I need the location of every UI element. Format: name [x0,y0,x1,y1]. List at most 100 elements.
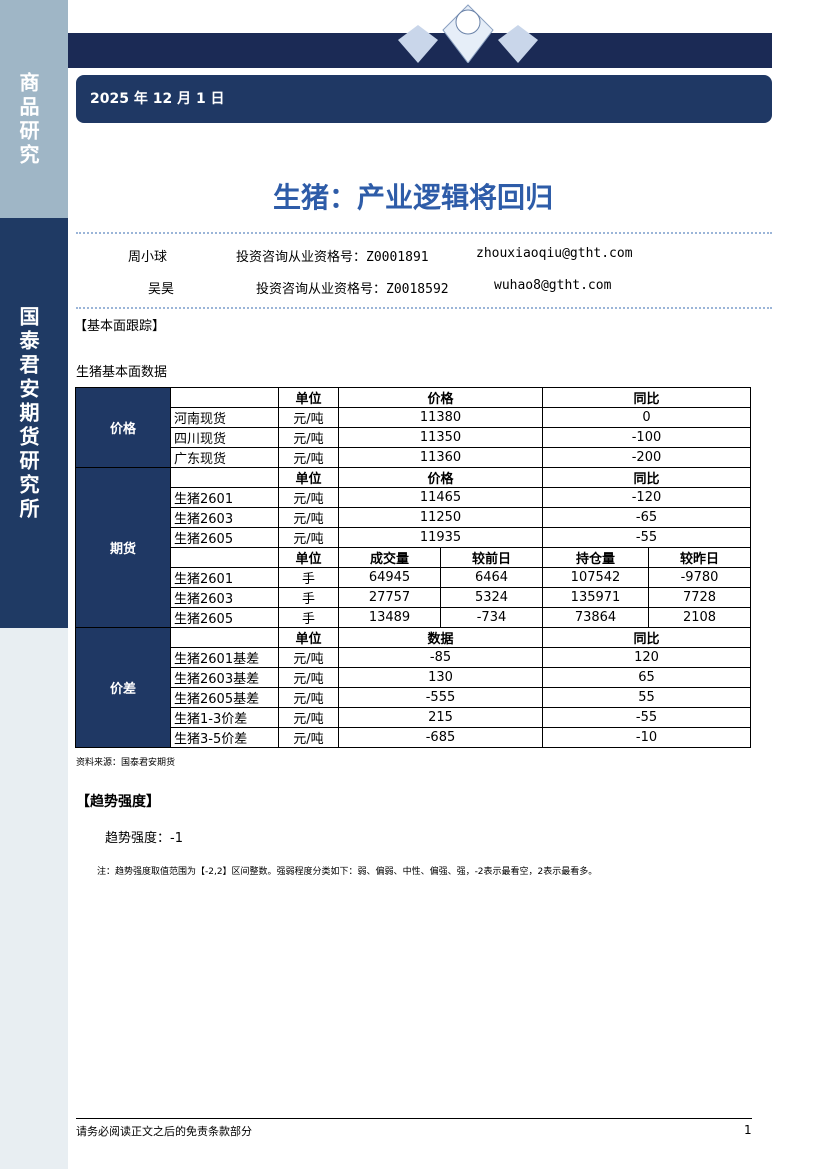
table-cell: 64945 [338,567,441,588]
table-cell: 13489 [338,607,441,628]
table-cell: 生猪2603 [170,507,279,528]
table-cell: 11250 [338,507,543,528]
section-heading: 【基本面跟踪】 [74,319,166,334]
source-note: 资料来源：国泰君安期货 [76,758,176,768]
table-row: 生猪1-3价差 元/吨 215 -55 [76,707,751,728]
table-cell: 元/吨 [278,507,339,528]
column-header: 单位 [278,387,339,408]
table-cell: -120 [542,487,751,508]
table-cell: 73864 [542,607,649,628]
sidebar-top: 商品研究 [0,0,68,218]
table-cell: 生猪3-5价差 [170,727,279,748]
table-cell [170,547,279,568]
table-cell: 广东现货 [170,447,279,468]
table-cell: 11360 [338,447,543,468]
table-cell: 11380 [338,407,543,428]
trend-note: 注：趋势强度取值范围为【-2,2】区间整数。强弱程度分类如下：弱、偏弱、中性、偏… [97,867,598,877]
table-row: 生猪3-5价差 元/吨 -685 -10 [76,727,751,748]
table-cell: -100 [542,427,751,448]
author-email[interactable]: zhouxiaoqiu@gtht.com [476,246,633,261]
column-header: 较前日 [440,547,543,568]
header-band [68,4,772,68]
table-cell: 元/吨 [278,527,339,548]
table-cell: 11935 [338,527,543,548]
column-header: 价格 [338,467,543,488]
table-cell [170,387,279,408]
disclaimer-note: 请务必阅读正文之后的免责条款部分 [76,1125,252,1138]
sidebar-mid: 国泰君安期货研究所 [0,218,68,628]
footer-divider [76,1118,752,1119]
page-title: 生猪：产业逻辑将回归 [272,181,553,214]
table-cell: 元/吨 [278,727,339,748]
table-row: 价差 单位 数据 同比 [75,627,751,748]
author-cert: 投资咨询从业资格号：Z0018592 [256,282,449,297]
table-cell: 生猪1-3价差 [170,707,279,728]
fundamentals-table: 价格 单位 价格 同比 河南现货 元/吨 11380 0 四川现货 元/吨 11350 -100 广东现… [75,387,751,748]
page-number: 1 [744,1123,752,1137]
table-cell: 7728 [648,587,751,608]
table-cell: 元/吨 [278,427,339,448]
table-row: 价格 单位 价格 同比 [75,387,751,468]
table-cell: 27757 [338,587,441,608]
trend-strength: 趋势强度：-1 [105,831,183,846]
table-cell: -65 [542,507,751,528]
table-cell: 生猪2603基差 [170,667,279,688]
table-cell: 生猪2605基差 [170,687,279,708]
table-cell: 元/吨 [278,667,339,688]
table-cell: 元/吨 [278,407,339,428]
column-header: 较昨日 [648,547,751,568]
table-cell: 元/吨 [278,707,339,728]
table-cell: 河南现货 [170,407,279,428]
table-cell: 四川现货 [170,427,279,448]
table-row: 单位 成交量 较前日 持仓量 较昨日 [76,547,751,568]
category-label: 价差 [75,627,171,748]
table-cell: 手 [278,567,339,588]
table-cell: -85 [338,647,543,668]
table-row: 生猪2603 元/吨 11250 -65 [76,507,751,528]
column-header: 单位 [278,547,339,568]
author-cert: 投资咨询从业资格号：Z0001891 [236,250,429,265]
category-label: 价格 [75,387,171,468]
category-label: 期货 [75,467,171,628]
column-header: 同比 [542,387,751,408]
table-cell: -200 [542,447,751,468]
table-row: 期货 单位 价格 同比 [75,467,751,628]
author-name: 周小球 [128,250,168,265]
divider [76,232,772,234]
table-cell: -555 [338,687,543,708]
author-email[interactable]: wuhao8@gtht.com [494,278,612,293]
table-cell: 130 [338,667,543,688]
table-row: 生猪2603基差 元/吨 130 65 [76,667,751,688]
table-cell: 手 [278,607,339,628]
table-cell: 65 [542,667,751,688]
table-row: 生猪2605 元/吨 11935 -55 [76,527,751,548]
table-row: 生猪2605基差 元/吨 -555 55 [76,687,751,708]
column-header: 同比 [542,627,751,648]
table-cell: 135971 [542,587,649,608]
table-row: 四川现货 元/吨 11350 -100 [76,427,751,448]
table-title: 生猪基本面数据 [76,365,168,380]
table-cell: 生猪2601 [170,487,279,508]
table-row: 生猪2603 手 27757 5324 135971 7728 [76,587,751,608]
column-header: 单位 [278,467,339,488]
table-cell: 元/吨 [278,687,339,708]
column-header: 同比 [542,467,751,488]
table-cell: 6464 [440,567,543,588]
column-header: 价格 [338,387,543,408]
table-cell: 元/吨 [278,647,339,668]
table-cell: 2108 [648,607,751,628]
date-bar: 2025 年 12 月 1 日 [76,75,772,123]
table-cell: 5324 [440,587,543,608]
table-row: 河南现货 元/吨 11380 0 [76,407,751,428]
column-header: 持仓量 [542,547,649,568]
sidebar-bottom [0,628,68,1169]
table-cell: 生猪2603 [170,587,279,608]
table-cell: -55 [542,527,751,548]
table-cell: 元/吨 [278,447,339,468]
column-header: 单位 [278,627,339,648]
section-heading: 【趋势强度】 [76,794,160,810]
table-row: 生猪2605 手 13489 -734 73864 2108 [76,607,751,628]
table-cell: 55 [542,687,751,708]
table-row: 生猪2601基差 元/吨 -85 120 [76,647,751,668]
table-cell: 11350 [338,427,543,448]
